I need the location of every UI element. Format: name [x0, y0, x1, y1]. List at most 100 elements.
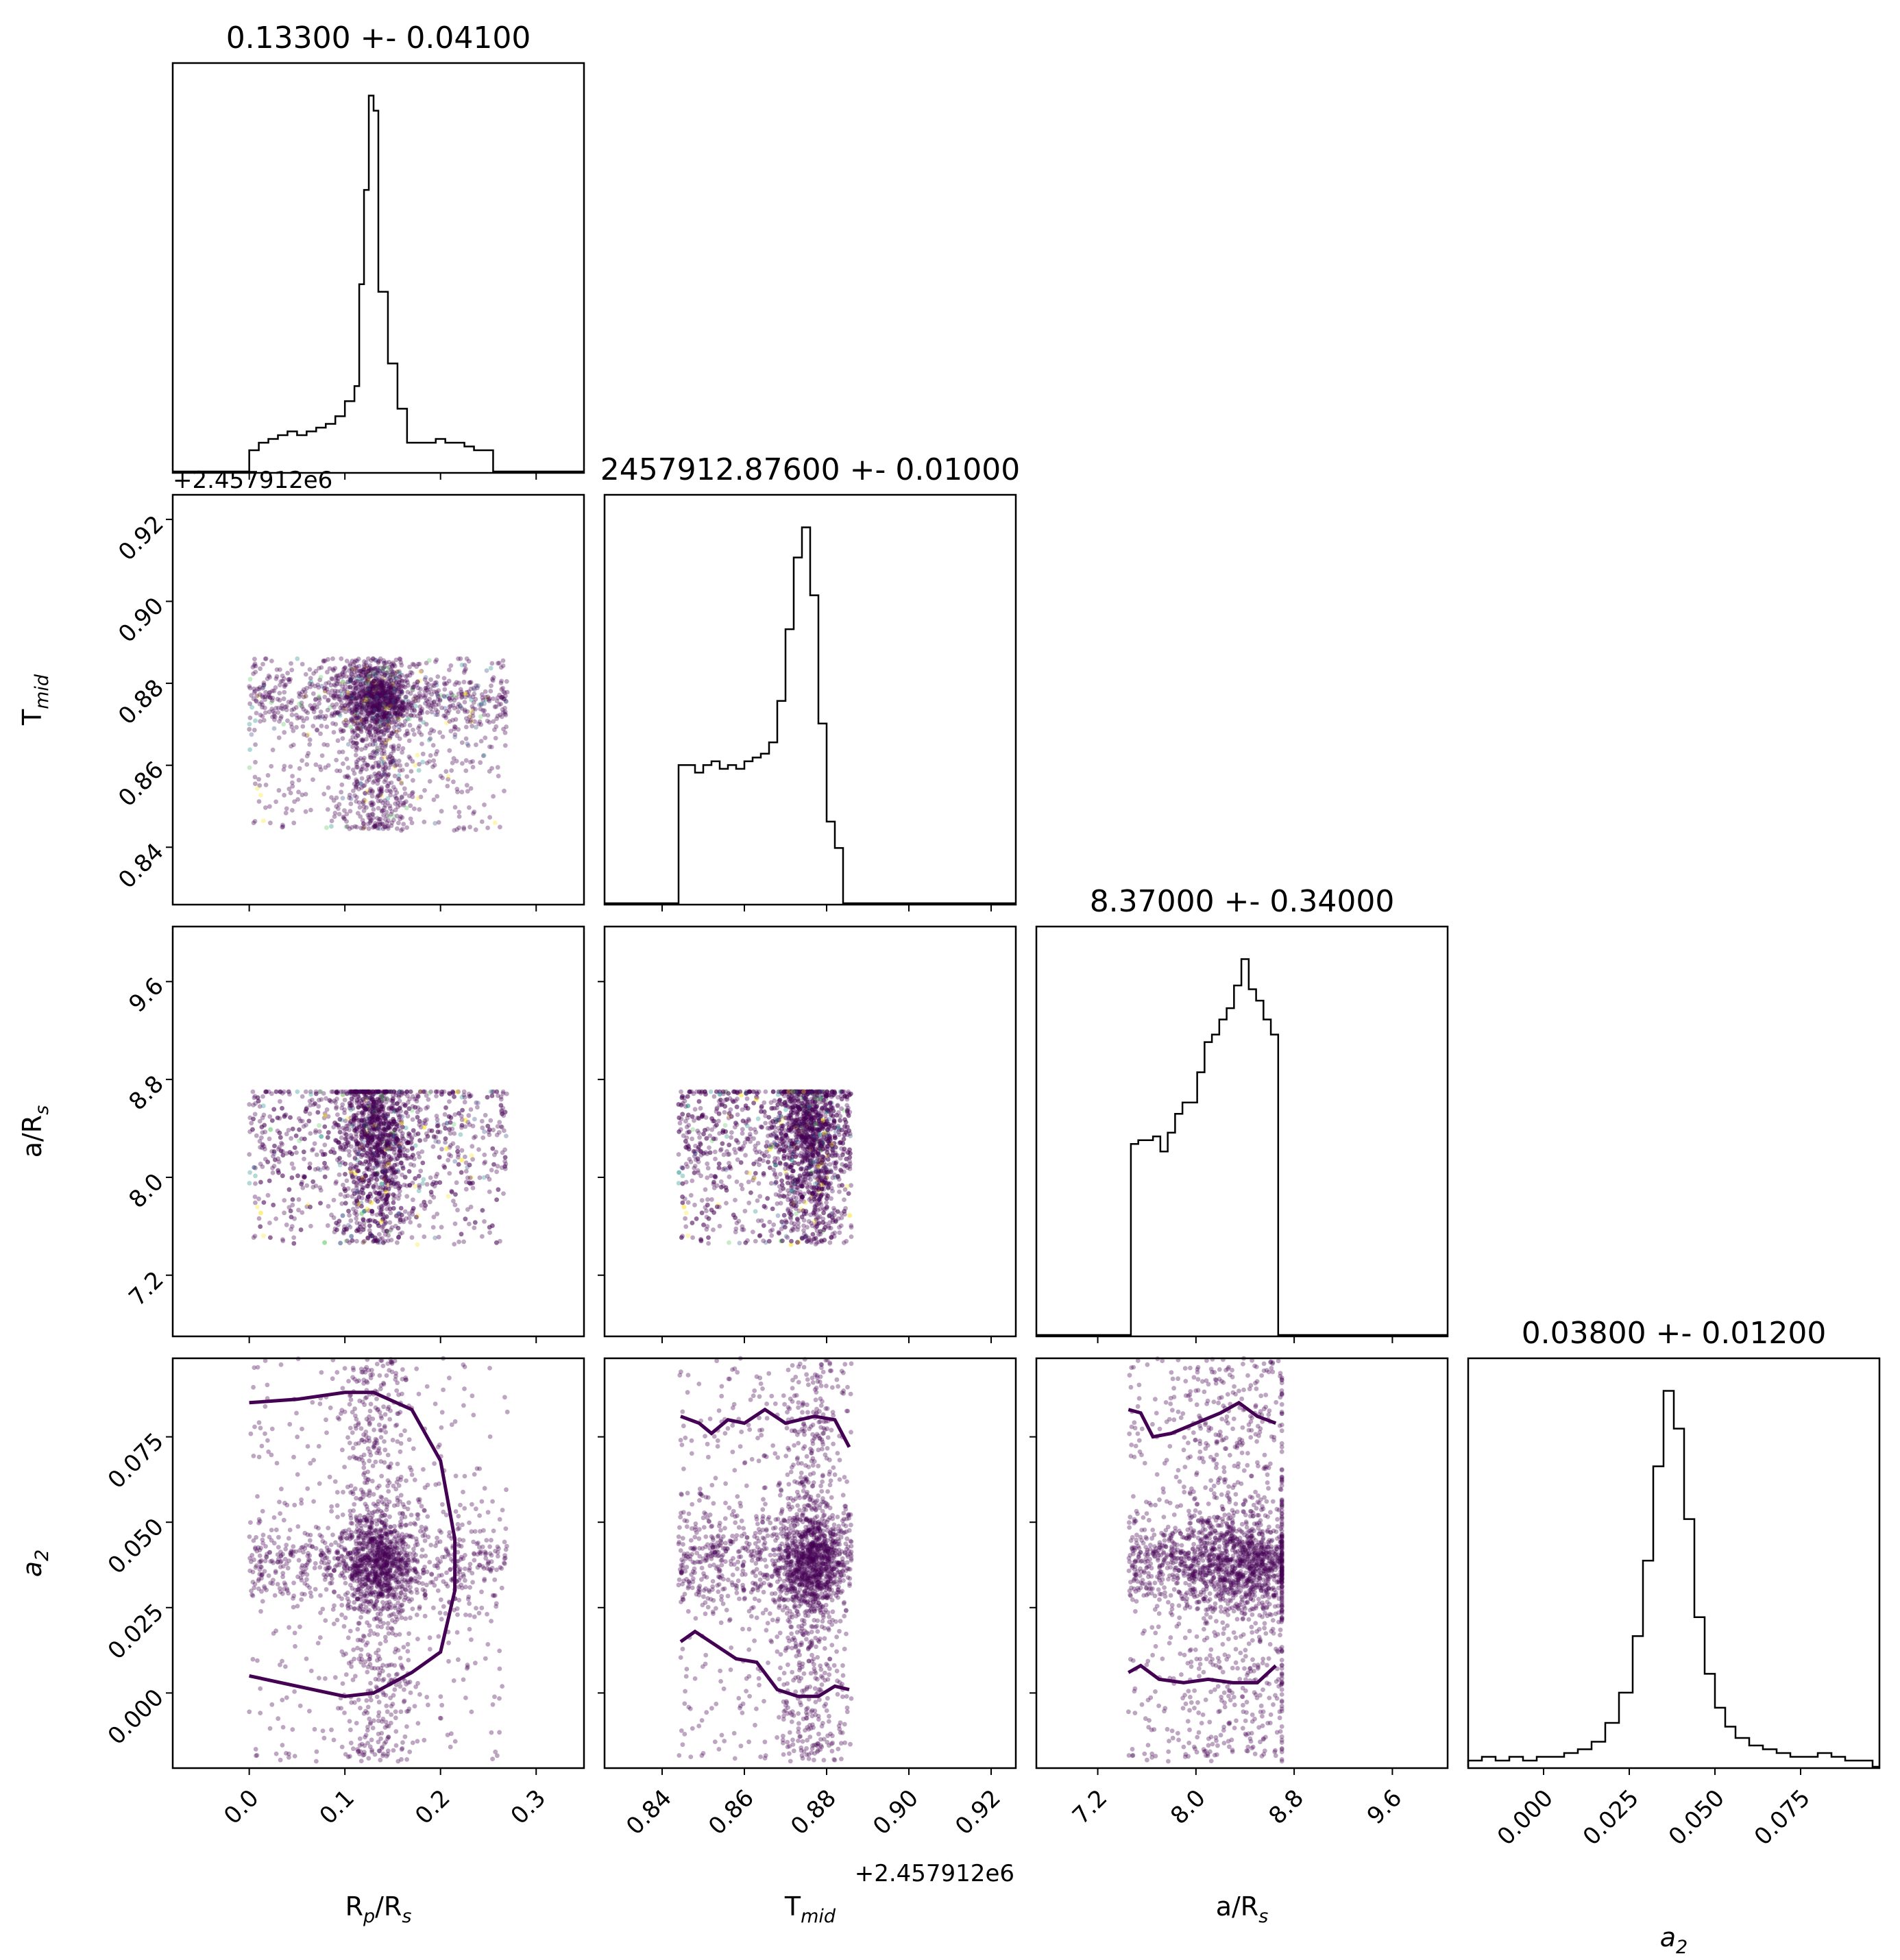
scatter-point [374, 795, 380, 800]
scatter-point [271, 1149, 277, 1154]
scatter-point [374, 1149, 380, 1154]
scatter-point [361, 688, 367, 694]
scatter-point [433, 659, 438, 664]
scatter-point [296, 1197, 302, 1202]
scatter-point [408, 803, 413, 808]
scatter-point [319, 1134, 324, 1139]
scatter-point [391, 1192, 396, 1197]
scatter-point [414, 1214, 419, 1220]
scatter-point [463, 736, 469, 742]
scatter-point [430, 1225, 436, 1230]
scatter-point [465, 1207, 470, 1212]
scatter-point [269, 763, 274, 769]
scatter-point [303, 1089, 308, 1094]
scatter-point [441, 694, 447, 698]
scatter-point [456, 709, 461, 714]
scatter-point [417, 807, 422, 812]
scatter-point [337, 768, 343, 774]
scatter-point [503, 712, 509, 718]
scatter-point [448, 663, 454, 668]
scatter-point [470, 1144, 475, 1149]
scatter-point [315, 715, 321, 720]
scatter-point [391, 1200, 396, 1205]
scatter-point [321, 658, 326, 663]
scatter-point [298, 1227, 304, 1232]
scatter-point [504, 678, 509, 684]
scatter-point [495, 713, 500, 719]
scatter-point [447, 1099, 452, 1104]
scatter-point [337, 1172, 342, 1177]
scatter-point [329, 818, 334, 824]
scatter-point [380, 720, 385, 724]
scatter-point [429, 1128, 435, 1134]
scatter-point [447, 1171, 452, 1176]
scatter-point [254, 711, 259, 715]
scatter-point [435, 674, 441, 679]
scatter-point [395, 776, 401, 782]
scatter-point [326, 785, 331, 790]
scatter-point [253, 759, 258, 765]
scatter-point [322, 1124, 328, 1129]
scatter-point [357, 1160, 363, 1166]
scatter-point [267, 1221, 272, 1225]
scatter-point [370, 705, 376, 709]
scatter-point [425, 710, 430, 715]
scatter-point [307, 667, 313, 672]
scatter-point [446, 678, 452, 684]
scatter-point [473, 827, 478, 833]
scatter-point [483, 1160, 488, 1164]
scatter-point [382, 1170, 387, 1175]
scatter-point [450, 1141, 456, 1146]
scatter-point [491, 696, 496, 701]
scatter-point [255, 1204, 260, 1210]
scatter-point [358, 814, 363, 819]
y-tick-label: 9.6 [123, 972, 169, 1018]
scatter-point [332, 1098, 337, 1103]
scatter-point [424, 1117, 429, 1123]
histogram-line [605, 526, 1016, 905]
scatter-point [363, 1094, 368, 1099]
scatter-point [433, 707, 439, 713]
scatter-point [284, 806, 289, 811]
scatter-point [391, 1096, 395, 1101]
scatter-point [409, 713, 413, 718]
scatter-point [344, 1091, 350, 1097]
scatter-point [465, 1175, 470, 1180]
scatter-point [397, 736, 402, 742]
scatter-point [500, 658, 506, 663]
scatter-point [362, 712, 367, 718]
scatter-point [397, 727, 402, 733]
scatter-point [328, 1149, 334, 1154]
scatter-point [257, 1104, 263, 1109]
scatter-point [253, 1200, 258, 1205]
scatter-point [278, 1149, 284, 1153]
scatter-point [465, 719, 470, 724]
scatter-point [391, 818, 396, 823]
scatter-point [354, 799, 359, 804]
scatter-point [359, 776, 365, 781]
scatter-point [374, 1172, 378, 1177]
scatter-point [347, 1212, 352, 1218]
scatter-point [413, 1184, 418, 1189]
scatter-point [424, 1105, 429, 1111]
scatter-point [365, 779, 369, 784]
scatter-point [376, 1191, 382, 1197]
scatter-point [269, 1091, 274, 1097]
scatter-point [376, 707, 380, 713]
scatter-point [383, 1201, 389, 1206]
scatter-point [252, 819, 258, 824]
scatter-point [422, 1234, 427, 1239]
panel-frame [171, 62, 585, 474]
scatter-point [459, 662, 465, 667]
scatter-point [395, 826, 400, 831]
scatter-point [370, 685, 376, 690]
scatter-point [427, 779, 433, 784]
scatter-point [307, 1111, 313, 1116]
scatter-point [439, 705, 444, 711]
scatter-point [375, 696, 380, 700]
scatter-point [308, 1103, 313, 1107]
scatter-point [347, 1127, 352, 1132]
scatter-point [376, 1232, 382, 1237]
scatter-point [428, 1175, 433, 1180]
scatter-point [431, 797, 437, 803]
